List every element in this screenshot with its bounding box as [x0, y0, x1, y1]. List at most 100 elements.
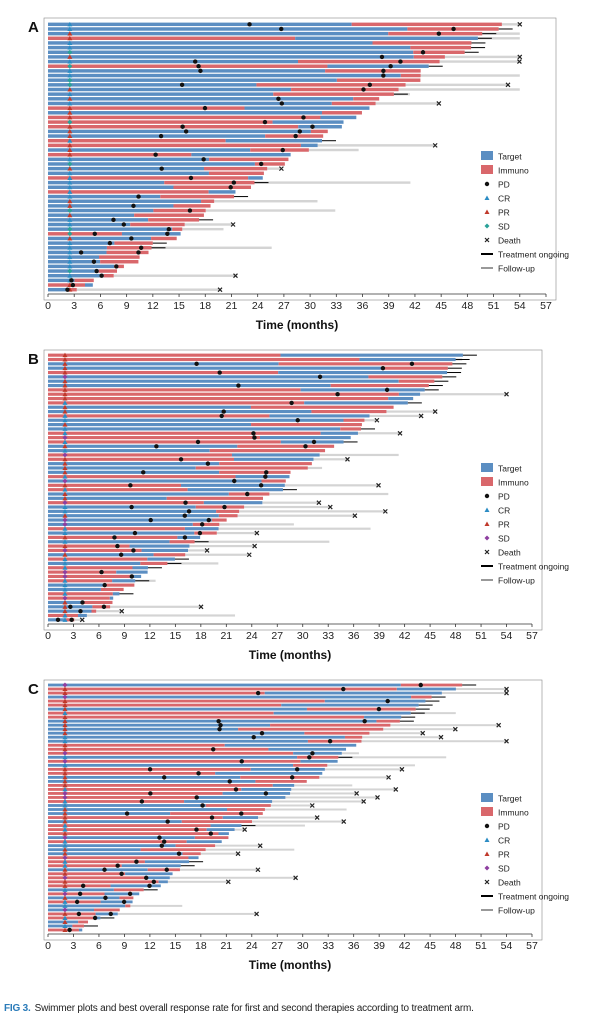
immuno-bar: [48, 388, 301, 392]
target-bar: [48, 683, 401, 687]
pd-marker: [367, 82, 373, 88]
pr-marker: [62, 404, 68, 410]
cr-marker: [484, 507, 490, 512]
immuno-bar: [103, 273, 114, 278]
target-bar: [110, 884, 161, 888]
followup-bar: [214, 200, 318, 203]
patient-row: [48, 819, 347, 824]
pd-marker: [124, 811, 130, 816]
pr-marker: [484, 851, 490, 856]
pr-marker: [62, 847, 68, 852]
pd-marker: [148, 791, 153, 796]
pr-marker: [62, 534, 68, 540]
x-tick-label: 51: [475, 940, 487, 952]
pr-marker: [62, 698, 68, 704]
sd-marker: [67, 77, 73, 83]
legend-item: Death: [484, 548, 521, 558]
cr-marker: [62, 474, 68, 479]
cr-marker: [67, 263, 73, 269]
death-marker: [204, 547, 210, 553]
patient-row: [48, 859, 204, 864]
patient-row: [48, 754, 447, 760]
panel-frame: [43, 349, 543, 631]
immuno-bar: [48, 232, 122, 236]
patient-row: [48, 235, 177, 241]
target-bar: [48, 868, 148, 872]
x-tick-label: 54: [501, 630, 513, 642]
cr-marker: [67, 273, 73, 278]
followup-bar: [241, 824, 305, 827]
pr-marker: [62, 879, 68, 884]
legend: Target Immuno PD CR PR SD Death Treatment ongoi…: [481, 463, 569, 586]
cr-marker: [62, 754, 68, 760]
patient-row: [48, 608, 125, 614]
target-bar: [48, 273, 104, 278]
target-bar: [48, 723, 271, 727]
patient-row: [48, 734, 444, 740]
patient-row: [48, 194, 249, 199]
immuno-bar: [336, 78, 421, 82]
cr-marker: [67, 156, 73, 162]
x-axis-label: Time (months): [256, 318, 338, 332]
target-bar: [48, 505, 196, 509]
x-tick-label: 27: [271, 630, 283, 642]
followup-bar: [501, 23, 520, 26]
immuno-bar: [413, 55, 445, 59]
pd-marker: [157, 835, 162, 840]
target-bar: [121, 864, 181, 868]
target-bar: [186, 840, 222, 844]
target-bar: [48, 444, 238, 448]
cr-marker: [62, 560, 68, 566]
target-bar: [112, 579, 136, 583]
immuno-bar: [130, 222, 185, 227]
pd-marker: [131, 548, 136, 553]
target-bar: [48, 236, 152, 241]
pd-marker: [134, 859, 139, 864]
immuno-bar: [209, 157, 289, 162]
pr-marker: [62, 770, 68, 776]
patient-row: [48, 91, 410, 97]
sd-marker: [62, 907, 68, 913]
pr-marker: [62, 365, 68, 371]
target-bar: [48, 83, 257, 87]
immuno-bar: [383, 366, 448, 370]
target-bar: [48, 134, 266, 138]
cr-marker: [67, 73, 73, 78]
cr-marker: [67, 245, 73, 250]
immuno-bar: [330, 383, 429, 388]
patient-row: [48, 891, 140, 897]
immuno-bar: [48, 828, 207, 831]
followup-bar: [184, 223, 234, 226]
pd-marker: [147, 883, 152, 889]
target-bar: [48, 157, 210, 162]
cr-marker: [67, 100, 73, 106]
target-bar: [396, 687, 456, 691]
pr-marker: [62, 608, 68, 614]
followup-bar: [215, 844, 261, 847]
pd-marker: [119, 871, 124, 876]
pr-marker: [62, 831, 68, 836]
target-bar: [48, 278, 75, 283]
immuno-bar: [376, 719, 400, 723]
legend-label: Target: [498, 152, 522, 162]
patient-row: [48, 378, 449, 384]
immuno-bar: [209, 449, 326, 453]
target-bar: [48, 509, 217, 513]
x-tick-label: 27: [271, 940, 283, 952]
target-bar: [132, 566, 148, 570]
immuno-bar: [219, 462, 312, 466]
immuno-bar: [353, 97, 380, 101]
patient-row: [48, 208, 336, 214]
caption-figure-label: FIG 3.: [4, 1003, 31, 1014]
pd-marker: [263, 791, 269, 796]
pd-marker: [217, 370, 222, 375]
patient-row: [48, 465, 323, 470]
immuno-bar: [255, 779, 307, 783]
target-bar: [48, 804, 206, 807]
patient-row: [48, 495, 263, 501]
sd-marker: [62, 891, 68, 897]
immuno-bar: [48, 579, 113, 583]
patient-row: [48, 133, 324, 139]
pd-marker: [484, 823, 490, 829]
death-marker: [432, 142, 438, 148]
